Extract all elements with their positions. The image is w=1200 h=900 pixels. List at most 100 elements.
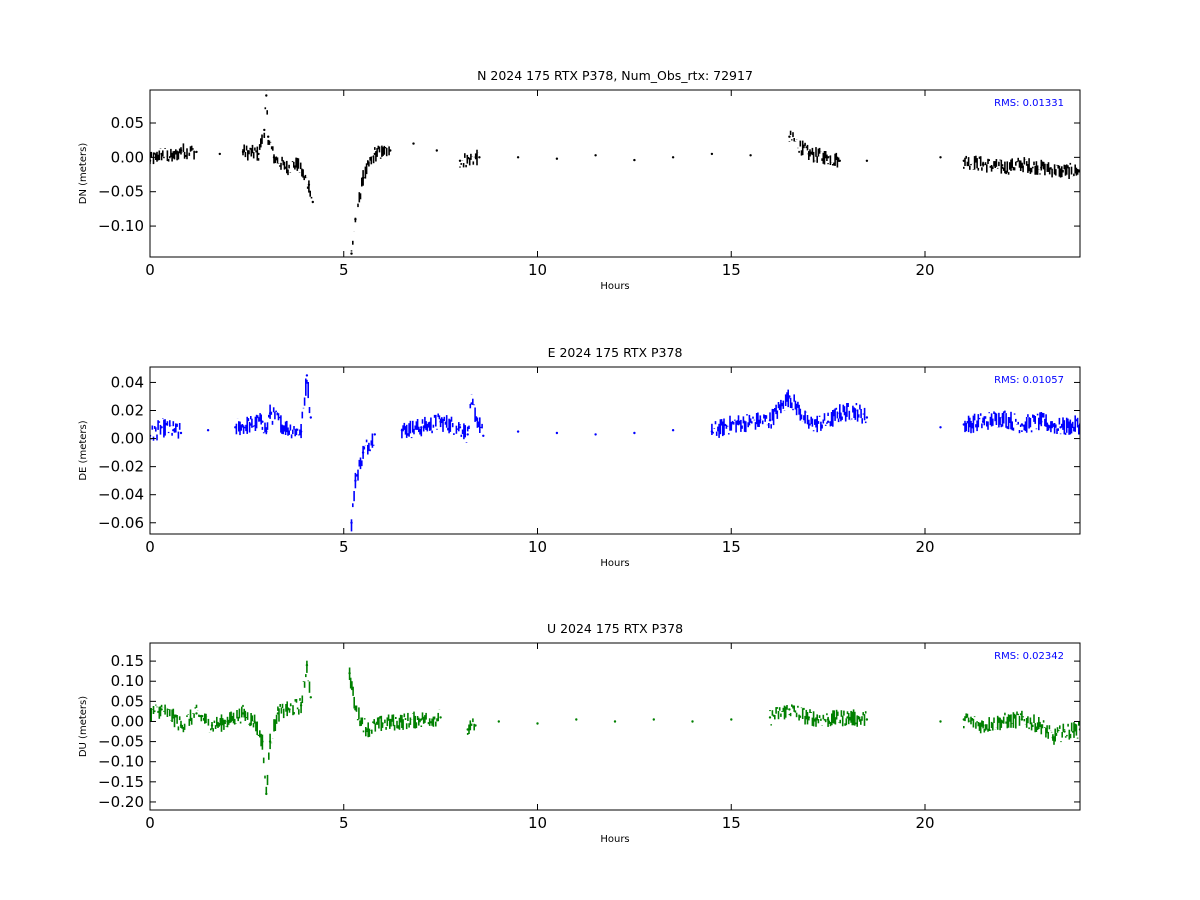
east-sample-point [1001, 416, 1004, 419]
east-sample-point [807, 423, 810, 426]
up-sample-point [268, 740, 272, 743]
east-sample-point [160, 426, 163, 429]
east-sample-point [555, 431, 559, 435]
north-sample-point [1020, 163, 1024, 166]
up-y-tick-label: −0.10 [98, 753, 144, 771]
north-sample-point [962, 159, 965, 162]
east-data-series [150, 374, 1080, 532]
north-sample-point [516, 156, 520, 159]
up-sample-point [536, 722, 539, 725]
up-x-axis-label: Hours [600, 834, 629, 845]
up-x-tick-label: 10 [528, 814, 547, 832]
up-sample-point [652, 718, 655, 721]
north-sample-point [435, 149, 438, 152]
up-sample-point [613, 720, 617, 723]
north-sample-point [807, 152, 810, 156]
up-sample-point [195, 712, 198, 715]
up-y-tick-label: −0.15 [98, 773, 144, 791]
north-sample-point [412, 142, 415, 145]
north-sample-point [257, 152, 260, 156]
up-sample-point [497, 720, 500, 723]
east-plot-frame [149, 366, 1081, 535]
east-sample-point [299, 430, 303, 433]
east-y-tick-label: 0.04 [111, 373, 144, 391]
up-y-tick-label: 0.10 [111, 672, 144, 690]
north-sample-point [1040, 166, 1043, 169]
north-sample-point [350, 252, 353, 255]
up-sample-point [265, 792, 268, 796]
east-sample-point [470, 402, 473, 405]
north-sample-point [172, 156, 175, 159]
north-sample-point [865, 159, 869, 162]
east-sample-point [361, 451, 365, 454]
north-sample-point [267, 135, 270, 138]
north-sample-point [218, 152, 221, 156]
up-sample-point [253, 720, 256, 723]
up-x-tick-label: 15 [722, 814, 741, 832]
up-plot-frame [149, 642, 1081, 811]
east-sample-point [516, 430, 520, 433]
east-sample-point [354, 479, 357, 482]
up-y-tick-label: 0.15 [111, 652, 144, 670]
east-x-tick-label: 5 [339, 538, 349, 556]
east-sample-point [400, 429, 404, 432]
east-sample-point [671, 429, 675, 432]
north-sample-point [284, 166, 287, 169]
up-rms-annotation: RMS: 0.02342 [994, 651, 1064, 662]
up-y-tick-label: −0.05 [98, 733, 144, 751]
up-y-tick-label: 0.05 [111, 692, 144, 710]
up-sample-point [276, 712, 280, 715]
east-sample-point [768, 419, 772, 422]
north-sample-point [788, 135, 791, 138]
north-sample-point [307, 183, 311, 186]
east-sample-point [865, 416, 869, 419]
up-sample-point [172, 716, 175, 719]
north-sample-point [195, 150, 198, 154]
up-sample-point [474, 724, 477, 727]
up-sample-point [1020, 718, 1024, 721]
east-sample-point [249, 423, 252, 426]
north-sample-point [710, 152, 714, 156]
up-sample-point [807, 716, 810, 719]
east-sample-point [749, 420, 752, 423]
up-sample-point [1001, 720, 1004, 723]
north-rms-annotation: RMS: 0.01331 [994, 98, 1064, 109]
east-sample-point [633, 431, 636, 435]
east-sample-point [439, 420, 442, 423]
north-x-tick-label: 20 [915, 261, 934, 279]
north-sample-point [749, 154, 752, 157]
north-sample-point [939, 156, 942, 159]
east-sample-point [710, 430, 714, 433]
east-x-tick-label: 0 [145, 538, 155, 556]
east-sample-point [594, 433, 597, 436]
north-sample-point [671, 156, 675, 159]
north-sample-point [160, 152, 163, 156]
east-y-tick-label: 0.02 [111, 402, 144, 420]
east-sample-point [1040, 420, 1043, 423]
up-sample-point [299, 704, 303, 707]
panels-container: 0 5 10 15 20 0.05 0.00 −0.05 −0.10 N 2024 175 RTX… [78, 68, 1081, 845]
up-sample-point [381, 722, 384, 725]
up-sample-point [730, 718, 733, 721]
north-sample-point [555, 157, 559, 160]
up-sample-point [439, 716, 442, 719]
east-sample-point [826, 420, 830, 423]
north-sample-point [1059, 169, 1062, 173]
up-sample-point [179, 724, 183, 727]
east-sample-point [458, 426, 462, 429]
east-sample-point [962, 423, 965, 426]
east-chart-title: E 2024 175 RTX P378 [548, 345, 683, 360]
east-sample-point [265, 430, 268, 433]
east-sample-point [838, 412, 841, 415]
up-x-tick-label: 0 [145, 814, 155, 832]
east-panel: 0 5 10 15 20 0.04 0.02 0.00 −0.02 −0.04 −0.06 E 202… [78, 345, 1081, 569]
up-sample-point [768, 716, 772, 719]
up-sample-point [1051, 736, 1055, 739]
north-sample-point [179, 149, 183, 152]
up-x-tick-label: 5 [339, 814, 349, 832]
north-sample-point [1001, 166, 1004, 169]
north-x-tick-label: 10 [528, 261, 547, 279]
north-sample-point [389, 149, 392, 152]
up-sample-point [981, 724, 985, 727]
up-sample-point [160, 708, 163, 711]
